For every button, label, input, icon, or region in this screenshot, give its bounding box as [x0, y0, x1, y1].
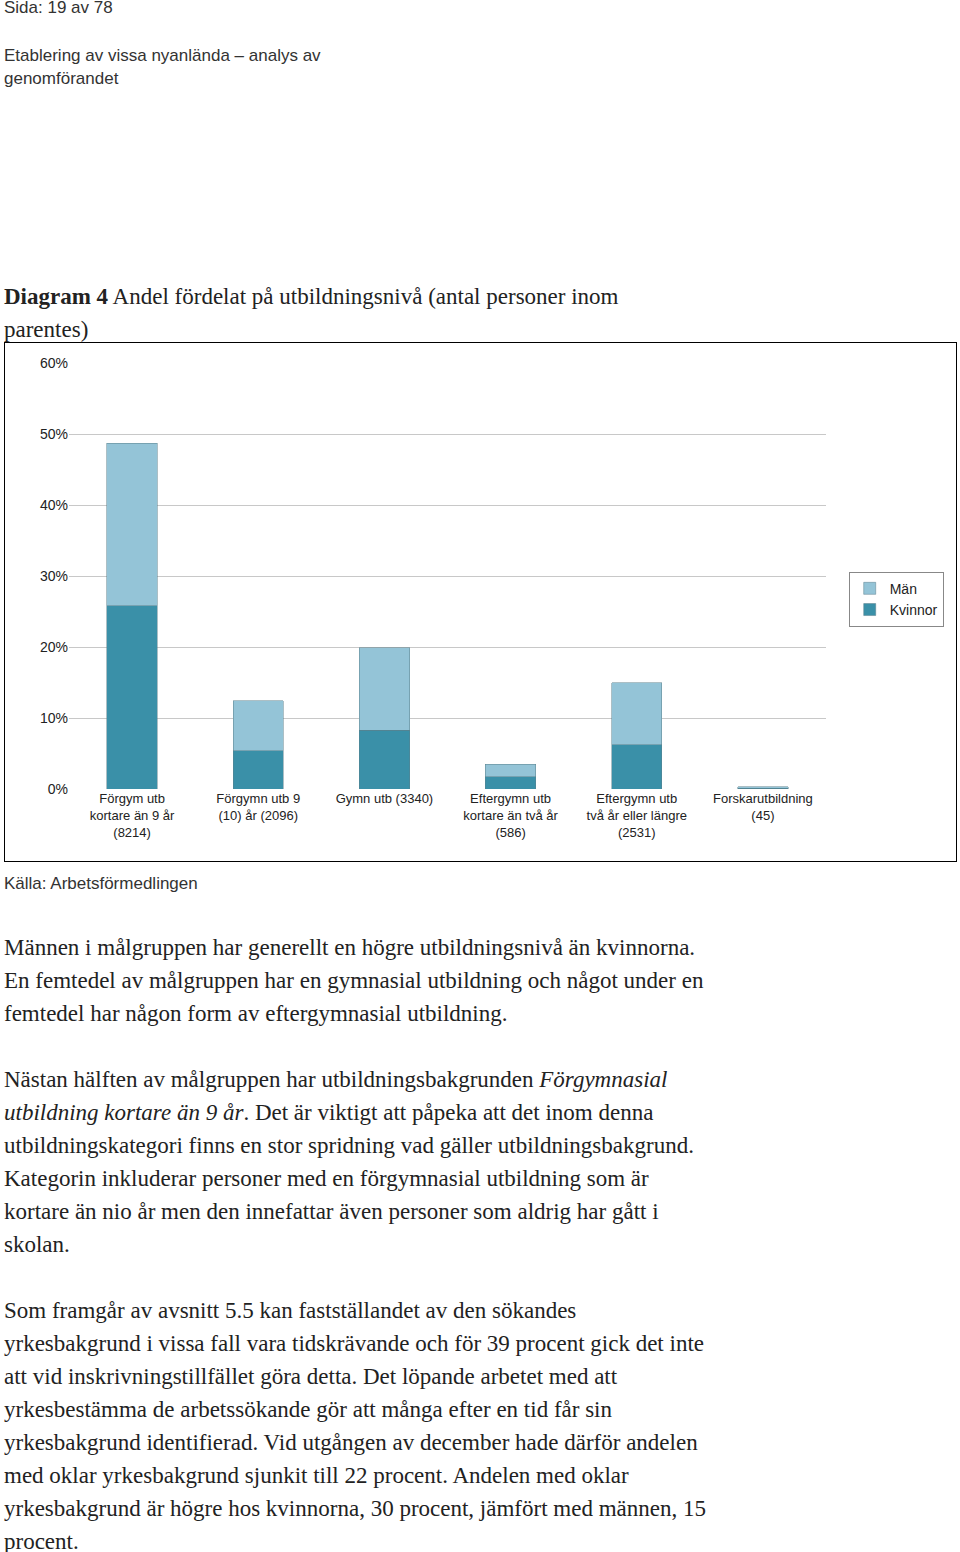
- html-text:yrkesbestämma de arbetssökande: yrkesbestämma de arbetssökande gör att m…: [4, 1397, 612, 1422]
- svg-text:50%: 50%: [40, 426, 68, 442]
- html-text:utbildningskategori finns en s: utbildningskategori finns en stor spridn…: [4, 1133, 694, 1158]
- svg-text:40%: 40%: [40, 497, 68, 513]
- html-text:kortare än nio år men den inne: kortare än nio år men den innefattar äve…: [4, 1199, 659, 1224]
- html-text:utbildning kortare än 9 år. De: utbildning kortare än 9 år. Det är vikti…: [4, 1100, 654, 1125]
- svg-text:Gymn utb (3340): Gymn utb (3340): [336, 791, 434, 806]
- svg-text:Förgym utbkortare än 9 år(8214: Förgym utbkortare än 9 år(8214): [90, 791, 175, 840]
- html-text:parentes): parentes): [4, 317, 89, 342]
- html-text:yrkesbakgrund är högre hos kvi: yrkesbakgrund är högre hos kvinnorna, 30…: [4, 1496, 706, 1521]
- svg-text:Kvinnor: Kvinnor: [890, 602, 938, 618]
- html-text:Etablering av vissa nyanlända: Etablering av vissa nyanlända – analys a…: [4, 46, 321, 65]
- html-text:skolan.: skolan.: [4, 1232, 70, 1257]
- svg-text:0%: 0%: [48, 781, 68, 797]
- html-text:Källa: Arbetsförmedlingen: Källa: Arbetsförmedlingen: [4, 874, 198, 893]
- svg-text:Eftergymn utbkortare än två år: Eftergymn utbkortare än två år(586): [463, 791, 558, 840]
- svg-text:10%: 10%: [40, 710, 68, 726]
- html-text:Diagram 4 Andel fördelat på ut: Diagram 4 Andel fördelat på utbildningsn…: [4, 284, 619, 309]
- svg-text:Eftergymn utbtvå år eller läng: Eftergymn utbtvå år eller längre(2531): [587, 791, 687, 840]
- svg-text:Förgymn utb 9(10) år (2096): Förgymn utb 9(10) år (2096): [216, 791, 300, 823]
- svg-text:30%: 30%: [40, 568, 68, 584]
- html-text:Som framgår av avsnitt 5.5 kan: Som framgår av avsnitt 5.5 kan fastställ…: [4, 1298, 577, 1323]
- svg-text:Män: Män: [890, 581, 917, 597]
- html-text:genomförandet: genomförandet: [4, 69, 119, 88]
- html-text:med oklar yrkesbakgrund sjunki: med oklar yrkesbakgrund sjunkit till 22 …: [4, 1463, 629, 1488]
- svg-text:60%: 60%: [40, 355, 68, 371]
- svg-text:20%: 20%: [40, 639, 68, 655]
- html-text:femtedel har någon form av eft: femtedel har någon form av eftergymnasia…: [4, 1001, 508, 1026]
- html-text:yrkesbakgrund i vissa fall var: yrkesbakgrund i vissa fall vara tidskräv…: [4, 1331, 704, 1356]
- html-text:yrkesbakgrund identifierad. Vi: yrkesbakgrund identifierad. Vid utgången…: [4, 1430, 698, 1455]
- svg-text:Forskarutbildning(45): Forskarutbildning(45): [713, 791, 813, 823]
- html-text:att vid inskrivningstillfället: att vid inskrivningstillfället göra dett…: [4, 1364, 618, 1389]
- html-text:Kategorin inkluderar personer: Kategorin inkluderar personer med en för…: [4, 1166, 649, 1191]
- html-text:Männen i målgruppen har genere: Männen i målgruppen har generellt en hög…: [4, 935, 696, 960]
- html-text:Nästan hälften av målgruppen h: Nästan hälften av målgruppen har utbildn…: [4, 1067, 668, 1092]
- html-text:En femtedel av målgruppen har: En femtedel av målgruppen har en gymnasi…: [4, 968, 704, 993]
